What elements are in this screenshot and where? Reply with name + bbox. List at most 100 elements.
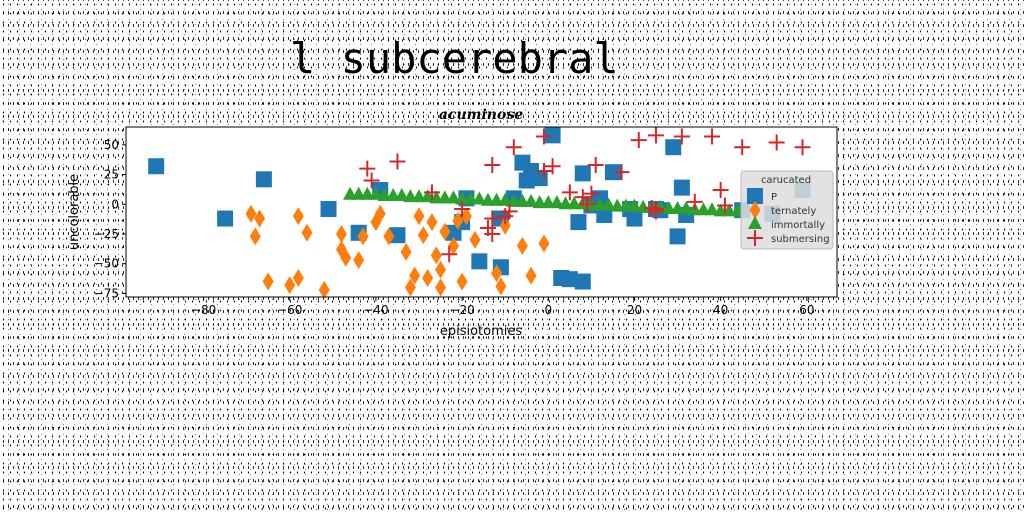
series-0 bbox=[148, 127, 811, 290]
data-point bbox=[484, 157, 501, 174]
data-point bbox=[262, 272, 274, 291]
plot-frame bbox=[125, 126, 838, 298]
data-point bbox=[491, 264, 503, 283]
data-point bbox=[335, 224, 347, 243]
data-point bbox=[439, 222, 451, 241]
series-1 bbox=[245, 204, 550, 297]
data-point bbox=[359, 160, 376, 177]
data-point bbox=[413, 207, 425, 226]
data-point bbox=[471, 253, 488, 270]
data-point bbox=[441, 246, 458, 263]
y-tick-label: −50 bbox=[94, 257, 119, 271]
points-layer bbox=[148, 127, 811, 297]
x-tick-label: −40 bbox=[363, 303, 388, 317]
data-point bbox=[148, 158, 165, 175]
data-point bbox=[648, 201, 665, 218]
legend-marker bbox=[748, 216, 762, 229]
data-point bbox=[561, 271, 578, 288]
y-tick-label: 25 bbox=[104, 168, 119, 182]
data-point bbox=[648, 127, 665, 144]
data-point bbox=[768, 134, 785, 151]
data-point bbox=[525, 266, 537, 285]
legend-entry: ternately bbox=[771, 206, 816, 217]
data-point bbox=[516, 236, 528, 255]
data-point bbox=[446, 190, 461, 204]
ticks-layer: −80 −60 −40 −20 0 20 40 60 −75 −50 −25 0 25 50 bbox=[94, 138, 815, 317]
legend-marker bbox=[747, 188, 763, 204]
data-point bbox=[505, 139, 522, 156]
data-point bbox=[320, 201, 337, 218]
data-point bbox=[495, 277, 507, 296]
series-3 bbox=[359, 127, 811, 263]
data-point bbox=[630, 132, 647, 149]
data-point bbox=[627, 198, 642, 212]
data-point bbox=[389, 227, 406, 244]
series-2 bbox=[343, 186, 745, 217]
data-point bbox=[255, 171, 272, 188]
data-point bbox=[423, 184, 440, 201]
data-point bbox=[430, 246, 442, 265]
data-point bbox=[340, 248, 352, 267]
data-point bbox=[535, 128, 552, 145]
legend-entry: immortally bbox=[771, 220, 825, 231]
data-point bbox=[426, 213, 438, 232]
legend-marker bbox=[747, 230, 763, 246]
y-axis-label: uncolorable bbox=[67, 174, 82, 250]
data-point bbox=[613, 164, 630, 181]
data-point bbox=[456, 272, 468, 291]
data-point bbox=[531, 170, 548, 187]
data-point bbox=[669, 228, 686, 245]
data-point bbox=[484, 225, 501, 242]
data-point bbox=[301, 223, 313, 242]
data-point bbox=[673, 179, 690, 196]
data-point bbox=[484, 210, 501, 227]
x-tick-label: −60 bbox=[277, 303, 302, 317]
data-point bbox=[383, 227, 395, 246]
data-point bbox=[499, 216, 511, 235]
data-point bbox=[643, 199, 660, 216]
data-point bbox=[716, 197, 733, 214]
data-point bbox=[524, 193, 539, 207]
data-point bbox=[435, 260, 447, 279]
legend-title: carucated bbox=[761, 175, 811, 186]
data-point bbox=[254, 209, 266, 228]
data-point bbox=[626, 210, 643, 227]
x-tick-label: −80 bbox=[191, 303, 216, 317]
data-point bbox=[794, 139, 811, 156]
data-point bbox=[604, 164, 621, 181]
data-point bbox=[535, 162, 552, 179]
data-point bbox=[422, 268, 434, 287]
data-point bbox=[583, 185, 600, 202]
data-point bbox=[400, 242, 412, 261]
data-point bbox=[452, 211, 464, 230]
data-point bbox=[705, 202, 720, 216]
legend-box bbox=[740, 170, 834, 250]
data-point bbox=[357, 227, 369, 246]
data-point bbox=[570, 214, 587, 231]
data-point bbox=[712, 182, 729, 199]
data-point bbox=[454, 201, 471, 218]
x-tick-label: 40 bbox=[713, 303, 728, 317]
data-point bbox=[704, 128, 721, 145]
legend-entry: P bbox=[771, 192, 777, 203]
data-point bbox=[292, 268, 304, 287]
data-point bbox=[363, 172, 380, 189]
data-point bbox=[368, 186, 383, 200]
data-point bbox=[404, 278, 416, 297]
chart-subtitle: acuminose bbox=[439, 107, 523, 123]
data-point bbox=[601, 197, 616, 211]
data-point bbox=[469, 230, 481, 249]
x-tick-label: 20 bbox=[627, 303, 642, 317]
data-point bbox=[389, 153, 406, 170]
data-point bbox=[292, 207, 304, 226]
data-point bbox=[544, 127, 561, 144]
legend-entry: submersing bbox=[771, 234, 830, 245]
data-point bbox=[284, 276, 296, 295]
data-point bbox=[538, 234, 550, 253]
x-tick-label: 60 bbox=[799, 303, 814, 317]
data-point bbox=[501, 203, 518, 220]
data-point bbox=[435, 278, 447, 297]
data-point bbox=[417, 226, 429, 245]
data-point bbox=[544, 158, 561, 175]
